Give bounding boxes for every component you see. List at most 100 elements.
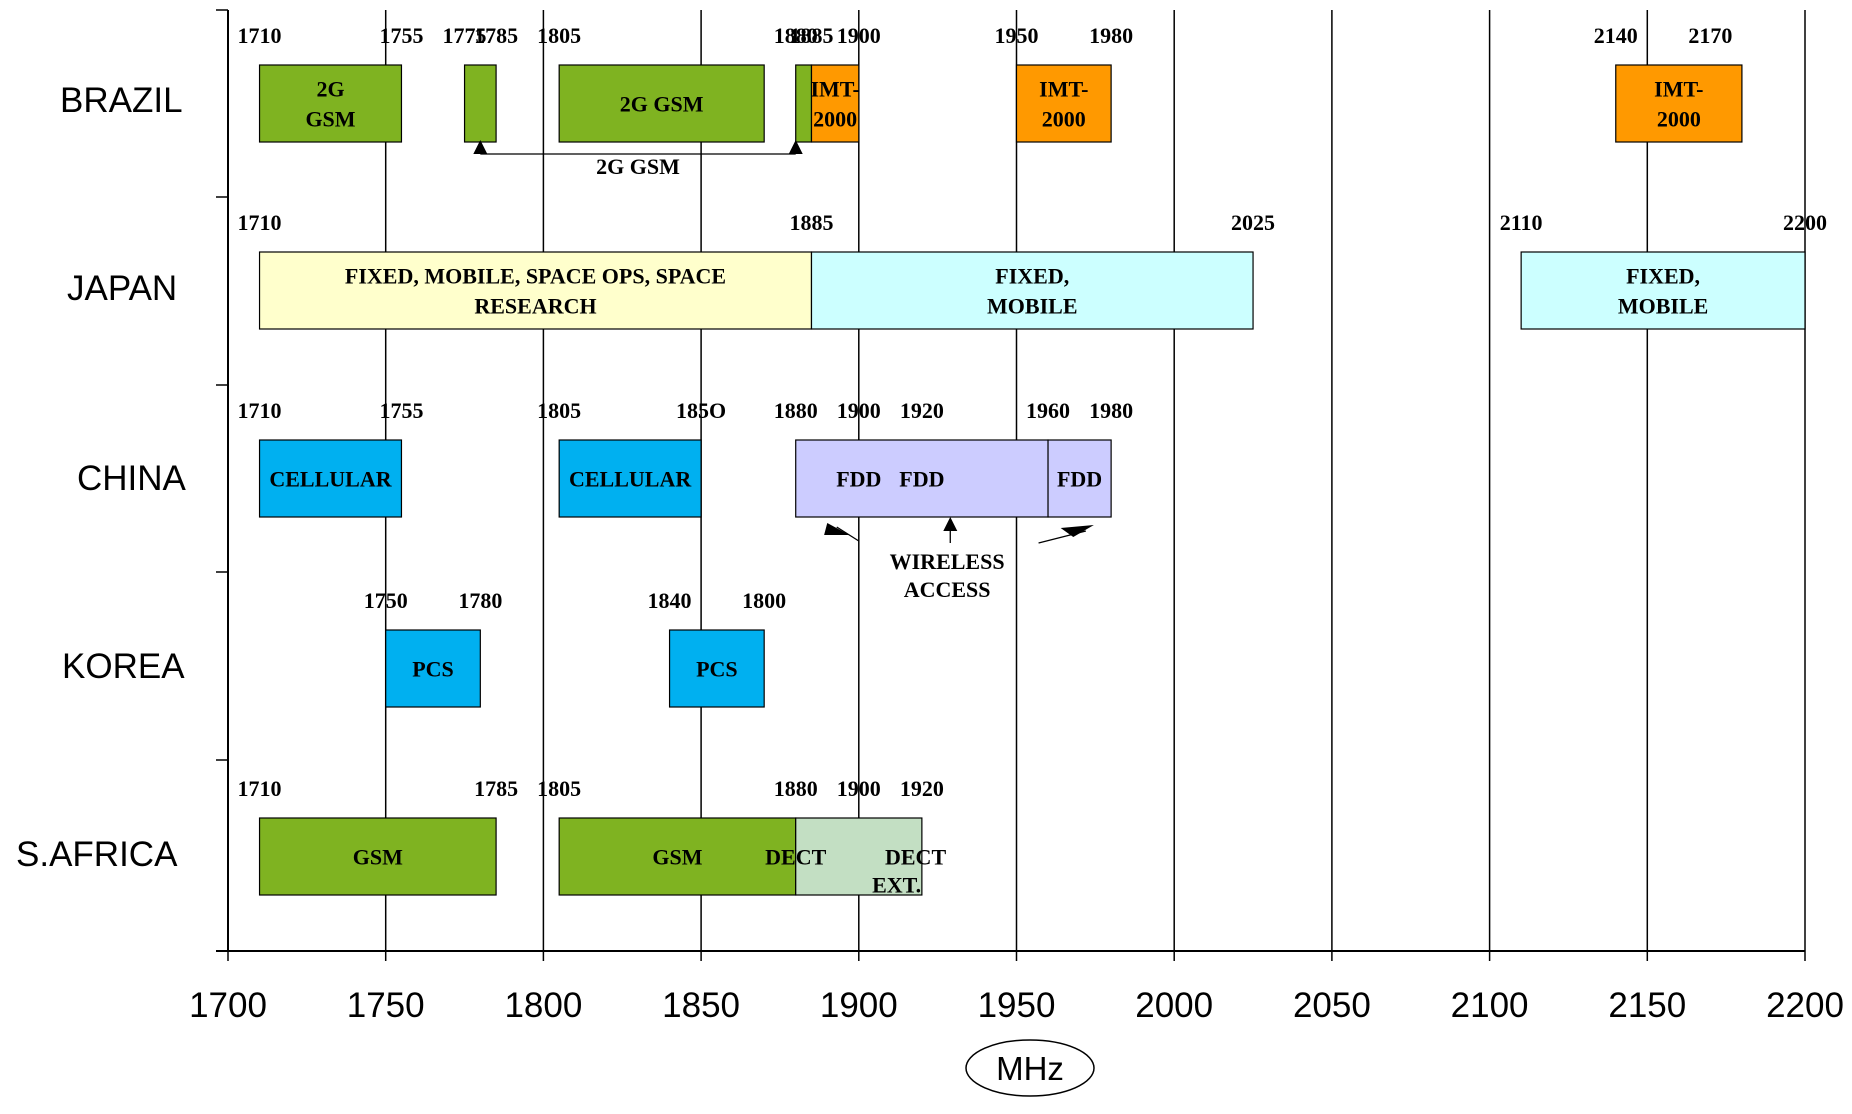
band-label: 2G GSM (620, 92, 704, 117)
x-axis-unit: MHz (996, 1050, 1064, 1087)
band-label: FDD (899, 467, 944, 492)
x-tick-label: 2150 (1608, 986, 1686, 1025)
row-label: S.AFRICA (16, 835, 178, 874)
band-label: 2000 (1657, 107, 1701, 132)
frequency-label: 1710 (238, 210, 282, 235)
frequency-label: 1880 (774, 23, 818, 48)
frequency-label: 1775 (443, 23, 487, 48)
frequency-label: 1755 (379, 23, 423, 48)
axes: 1700 1750 1800 1850 1900 1950 2000 2050 2100 2150… (189, 9, 1844, 1025)
band-bar (810, 251, 1254, 330)
frequency-label: 1980 (1089, 23, 1133, 48)
row-label: BRAZIL (60, 81, 183, 120)
band-label: PCS (696, 657, 738, 682)
x-tick-label: 1850 (662, 986, 740, 1025)
arrow-line (836, 526, 860, 542)
x-tick-label: 1900 (820, 986, 898, 1025)
frequency-label: 1785 (474, 776, 518, 801)
band-label: FDD (1057, 467, 1102, 492)
row-label: KOREA (62, 647, 185, 686)
band-bar (558, 439, 702, 518)
band-label: 2000 (1042, 107, 1086, 132)
band-label: FIXED, (1626, 264, 1700, 289)
arrow-head (788, 140, 803, 154)
band-bar (810, 64, 860, 143)
unit-label: MHz (965, 1039, 1095, 1097)
band-bar (258, 439, 403, 518)
frequency-label: 1950 (995, 23, 1039, 48)
frequency-label: 1710 (238, 23, 282, 48)
arrow-head (1060, 525, 1094, 537)
band-bar (385, 629, 481, 708)
band-label: FIXED, (995, 264, 1069, 289)
annotation-dect-ext: DECT (885, 845, 946, 870)
band-bar (258, 251, 813, 330)
frequency-label: 1880 (774, 398, 818, 423)
band-label: IMT- (1654, 77, 1703, 102)
band-bar (795, 439, 1049, 518)
arrow-head (473, 140, 488, 154)
frequency-label: 1840 (648, 588, 692, 613)
band-bar (258, 817, 497, 896)
band-bar (258, 64, 403, 143)
frequency-label: 1885 (789, 23, 833, 48)
band-bar (1520, 251, 1806, 330)
frequency-label: 1880 (774, 776, 818, 801)
x-tick-label: 2050 (1293, 986, 1371, 1025)
annotation-dect-ext: EXT. (872, 873, 921, 898)
frequency-label: 1805 (537, 398, 581, 423)
x-tick-label: 2000 (1135, 986, 1213, 1025)
frequency-label: 1805 (537, 23, 581, 48)
frequency-label: 2140 (1594, 23, 1638, 48)
band-label: RESEARCH (474, 294, 596, 319)
band-label: 2000 (813, 107, 857, 132)
unit-ellipse (965, 1039, 1095, 1097)
annotation-dect: DECT (765, 845, 826, 870)
band-label: CELLULAR (569, 467, 692, 492)
band-label: GSM (353, 845, 403, 870)
band-label: GSM (305, 107, 355, 132)
x-tick-label: 1750 (347, 986, 425, 1025)
arrow-head (824, 523, 850, 535)
frequency-label: 2025 (1231, 210, 1275, 235)
band-bar (1015, 64, 1112, 143)
band-bars (258, 64, 1806, 896)
annotations: 2G GSM FDD WIRELESS ACCESS DECT DECT EXT. (473, 140, 1094, 898)
frequency-label: 185O (676, 398, 726, 423)
band-label: IMT- (810, 77, 859, 102)
band-label: MOBILE (987, 294, 1077, 319)
arrow-head (943, 517, 958, 531)
labels: BRAZIL 2G GSM 2G GSM IMT- 2000 IMT- 2000 IMT- 200… (16, 23, 1827, 874)
band-label: MOBILE (1618, 294, 1708, 319)
frequency-label: 1710 (238, 776, 282, 801)
frequency-label: 1920 (900, 398, 944, 423)
frequency-label: 2110 (1500, 210, 1543, 235)
band-label: GSM (652, 845, 702, 870)
band-bar (463, 64, 497, 143)
x-tick-label: 1800 (504, 986, 582, 1025)
frequency-label: 1780 (458, 588, 502, 613)
band-label: CELLULAR (269, 467, 392, 492)
frequency-label: 1750 (364, 588, 408, 613)
x-tick-label: 2200 (1766, 986, 1844, 1025)
annotation-2g-gsm: 2G GSM (596, 154, 680, 179)
band-bar (1047, 439, 1112, 518)
band-bar (668, 629, 765, 708)
x-tick-label: 2100 (1451, 986, 1529, 1025)
annotation-fdd: FDD (836, 467, 881, 492)
x-tick-label: 1950 (978, 986, 1056, 1025)
annotation-wireless-access: WIRELESS (890, 549, 1005, 574)
band-label: 2G (316, 77, 344, 102)
frequency-label: 1785 (474, 23, 518, 48)
band-label: PCS (412, 657, 454, 682)
annotation-wireless-access: ACCESS (904, 577, 991, 602)
band-bar (1615, 64, 1743, 143)
band-bar (795, 64, 813, 143)
band-bar (795, 817, 923, 896)
frequency-label: 1885 (789, 210, 833, 235)
frequency-label: 1900 (837, 776, 881, 801)
frequency-label: 1710 (238, 398, 282, 423)
band-label: IMT- (1039, 77, 1088, 102)
row-label: JAPAN (67, 269, 177, 308)
